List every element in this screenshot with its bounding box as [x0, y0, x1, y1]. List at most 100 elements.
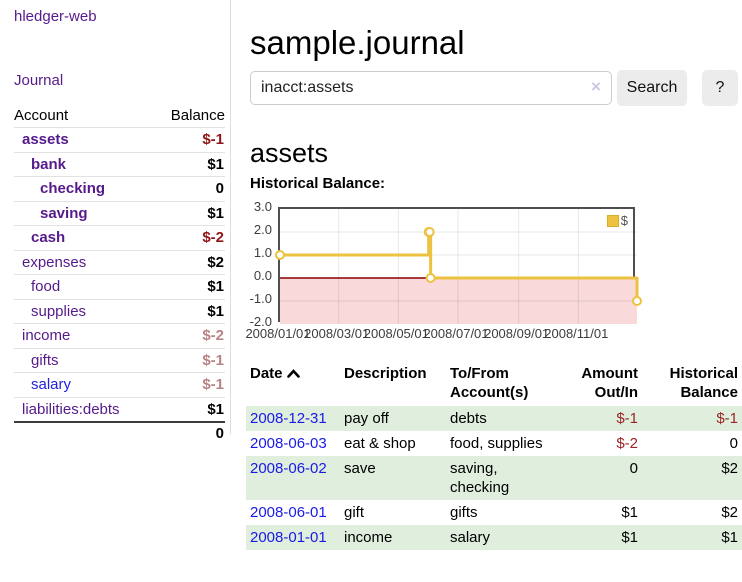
help-button[interactable]: ? — [702, 70, 738, 106]
register-accounts-cell: gifts — [450, 504, 478, 521]
sidebar-item-journal[interactable]: Journal — [14, 72, 64, 89]
sidebar-account-row: cash $-2 — [14, 225, 225, 250]
y-axis-label: -1.0 — [249, 291, 272, 306]
sidebar-account-row: assets $-1 — [14, 127, 225, 152]
balance-column-header: Balance — [170, 107, 225, 124]
sidebar-account-balance: $1 — [207, 204, 224, 222]
sidebar-account-balance: $-2 — [202, 327, 224, 345]
sidebar-account-link[interactable]: salary — [31, 376, 72, 394]
chart-title: Historical Balance: — [250, 175, 386, 192]
register-balance-cell: $2 — [721, 504, 738, 521]
description-column-header: Description — [344, 365, 427, 382]
sidebar-account-balance: $2 — [207, 253, 224, 271]
register-description-cell: income — [344, 529, 393, 546]
sidebar-account-link[interactable]: cash — [31, 229, 66, 247]
sidebar-account-link[interactable]: assets — [22, 131, 69, 149]
sidebar-account-rows: assets $-1 bank $1 checking 0 saving $1 cash $-2 e… — [14, 127, 225, 421]
sidebar-account-row: bank $1 — [14, 151, 225, 177]
date-column-header[interactable]: Date — [246, 362, 340, 406]
amount-column-header: Amount Out/In — [581, 365, 638, 401]
register-description-cell: gift — [344, 504, 365, 521]
balance-column-header-register: Historical Balance — [669, 365, 738, 401]
sidebar-account-row: gifts $-1 — [14, 347, 225, 373]
account-column-header: Account — [14, 107, 69, 124]
sidebar-accounts-table: Account Balance assets $-1 bank $1 checking 0… — [14, 104, 225, 443]
legend-label: $ — [620, 213, 628, 228]
sidebar-account-link[interactable]: liabilities:debts — [22, 400, 120, 418]
sidebar-account-row: supplies $1 — [14, 298, 225, 324]
y-axis-label: 2.0 — [253, 222, 272, 237]
register-accounts-cell: salary — [450, 529, 491, 546]
register-row: 2008-01-01 income salary $1 $1 — [246, 525, 742, 550]
sidebar-account-row: saving $1 — [14, 200, 225, 226]
y-axis-label: 3.0 — [253, 199, 272, 214]
x-axis-label: 2008/11/01 — [544, 326, 609, 341]
sidebar-account-balance: $-2 — [202, 229, 224, 247]
sidebar: hledger-web Journal Account Balance asse… — [0, 0, 231, 442]
register-table: Date Description To/From Account(s) Amou… — [246, 362, 742, 550]
register-date-cell: 2008-01-01 — [246, 525, 340, 550]
sidebar-account-balance: $-1 — [202, 351, 224, 369]
register-balance-cell: 0 — [729, 435, 738, 452]
sidebar-account-balance: $-1 — [202, 131, 224, 149]
sort-ascending-icon — [286, 369, 300, 378]
sidebar-account-row: expenses $2 — [14, 249, 225, 275]
x-axis-label: 2008/07/01 — [423, 326, 489, 341]
x-axis-label: 2008/09/01 — [484, 326, 550, 341]
transaction-date-link[interactable]: 2008-06-03 — [250, 435, 327, 452]
register-row: 2008-06-02 save saving, checking 0 $2 — [246, 456, 742, 500]
register-amount-cell: $-1 — [616, 410, 638, 427]
register-amount-cell: $1 — [621, 529, 638, 546]
sidebar-account-balance: $1 — [207, 278, 224, 296]
sidebar-account-row: liabilities:debts $1 — [14, 396, 225, 422]
legend-swatch-icon — [606, 214, 619, 227]
sidebar-account-balance: $-1 — [202, 376, 224, 394]
register-balance-cell: $1 — [721, 529, 738, 546]
y-axis-label: -2.0 — [249, 314, 272, 329]
sidebar-account-link[interactable]: food — [31, 278, 61, 296]
register-description-cell: pay off — [344, 410, 389, 427]
transaction-date-link[interactable]: 2008-06-02 — [250, 460, 327, 477]
transaction-date-link[interactable]: 2008-01-01 — [250, 529, 327, 546]
transaction-date-link[interactable]: 2008-06-01 — [250, 504, 327, 521]
sidebar-account-link[interactable]: bank — [31, 155, 67, 173]
register-amount-cell: 0 — [629, 460, 638, 477]
tofrom-column-header: To/From Account(s) — [450, 365, 529, 401]
sidebar-account-link[interactable]: saving — [40, 204, 88, 222]
register-header-row: Date Description To/From Account(s) Amou… — [246, 362, 742, 406]
search-input[interactable] — [250, 71, 612, 105]
historical-balance-chart[interactable]: $ — [275, 207, 642, 324]
account-heading: assets — [250, 138, 329, 169]
register-amount-cell: $1 — [621, 504, 638, 521]
page-title: sample.journal — [250, 24, 465, 62]
sidebar-account-link[interactable]: gifts — [31, 351, 59, 369]
register-accounts-cell: debts — [450, 410, 487, 427]
sidebar-account-link[interactable]: checking — [40, 180, 106, 198]
sidebar-account-link[interactable]: income — [22, 327, 71, 345]
clear-search-icon[interactable]: × — [591, 77, 601, 96]
chart-canvas — [275, 209, 642, 324]
register-row: 2008-12-31 pay off debts $-1 $-1 — [246, 406, 742, 431]
register-description-cell: eat & shop — [344, 435, 416, 452]
main-content: sample.journal × Search ? assets Histori… — [245, 0, 742, 582]
sidebar-account-balance: $1 — [207, 302, 224, 320]
register-date-cell: 2008-12-31 — [246, 406, 340, 431]
app-brand-link[interactable]: hledger-web — [14, 8, 97, 25]
register-description-cell: save — [344, 460, 376, 477]
sidebar-account-row: salary $-1 — [14, 372, 225, 397]
sidebar-account-row: food $1 — [14, 274, 225, 299]
register-row: 2008-06-01 gift gifts $1 $2 — [246, 500, 742, 525]
sidebar-total-balance: 0 — [215, 424, 224, 442]
register-balance-cell: $2 — [721, 460, 738, 477]
sidebar-account-link[interactable]: expenses — [22, 253, 87, 271]
y-axis-label: 0.0 — [253, 268, 272, 283]
sidebar-table-header: Account Balance — [14, 104, 225, 127]
register-balance-cell: $-1 — [716, 410, 738, 427]
sidebar-account-balance: $1 — [207, 155, 224, 173]
register-date-cell: 2008-06-03 — [246, 431, 340, 456]
search-button[interactable]: Search — [617, 70, 687, 106]
transaction-date-link[interactable]: 2008-12-31 — [250, 410, 327, 427]
register-amount-cell: $-2 — [616, 435, 638, 452]
sidebar-account-link[interactable]: supplies — [31, 302, 87, 320]
register-accounts-cell: food, supplies — [450, 435, 543, 452]
